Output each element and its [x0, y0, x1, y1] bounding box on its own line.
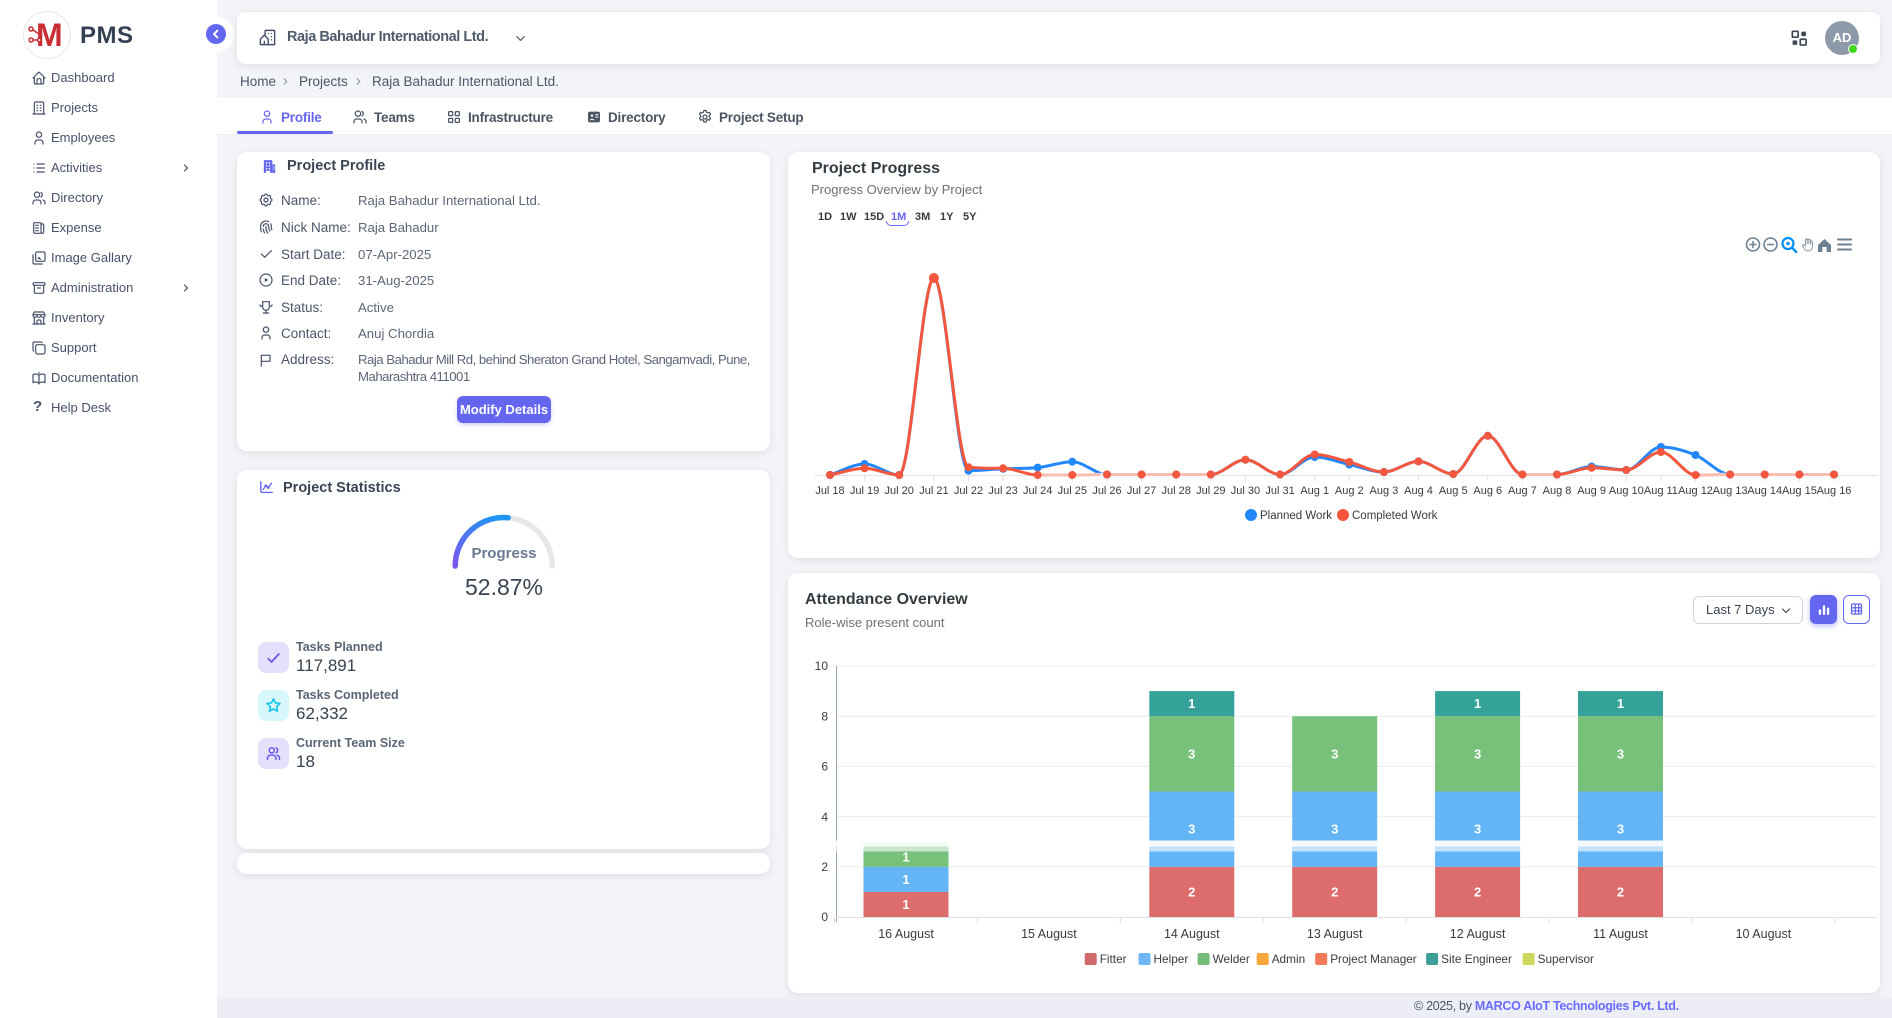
svg-text:Jul 29: Jul 29 — [1196, 485, 1225, 497]
svg-text:1: 1 — [1188, 696, 1195, 711]
svg-text:Jul 19: Jul 19 — [850, 485, 879, 497]
svg-text:Welder: Welder — [1213, 952, 1250, 966]
svg-text:3: 3 — [1474, 822, 1481, 837]
svg-text:Aug 3: Aug 3 — [1370, 485, 1399, 497]
svg-text:Aug 7: Aug 7 — [1508, 485, 1537, 497]
svg-text:Aug 2: Aug 2 — [1335, 485, 1364, 497]
svg-text:3: 3 — [1617, 746, 1624, 761]
svg-text:15 August: 15 August — [1021, 927, 1077, 941]
svg-text:Supervisor: Supervisor — [1538, 952, 1594, 966]
svg-text:Aug 6: Aug 6 — [1473, 485, 1502, 497]
svg-text:16 August: 16 August — [878, 927, 934, 941]
svg-text:3: 3 — [1188, 822, 1195, 837]
svg-text:Jul 24: Jul 24 — [1023, 485, 1052, 497]
svg-text:2: 2 — [1474, 884, 1481, 899]
svg-text:Jul 22: Jul 22 — [954, 485, 983, 497]
svg-text:3: 3 — [1617, 822, 1624, 837]
svg-text:Jul 23: Jul 23 — [988, 485, 1017, 497]
svg-text:3: 3 — [1331, 822, 1338, 837]
svg-text:Aug 12: Aug 12 — [1678, 485, 1713, 497]
svg-text:3: 3 — [1188, 746, 1195, 761]
svg-text:1: 1 — [1474, 696, 1481, 711]
svg-text:14 August: 14 August — [1164, 927, 1220, 941]
svg-text:2: 2 — [1331, 884, 1338, 899]
svg-text:Aug 1: Aug 1 — [1300, 485, 1329, 497]
svg-text:Jul 27: Jul 27 — [1127, 485, 1156, 497]
svg-text:4: 4 — [821, 810, 828, 824]
svg-text:Jul 25: Jul 25 — [1058, 485, 1087, 497]
svg-text:Jul 31: Jul 31 — [1265, 485, 1294, 497]
svg-text:Jul 30: Jul 30 — [1231, 485, 1260, 497]
svg-text:3: 3 — [1331, 746, 1338, 761]
svg-text:0: 0 — [821, 910, 828, 924]
svg-text:2: 2 — [1188, 884, 1195, 899]
svg-text:Jul 26: Jul 26 — [1092, 485, 1121, 497]
svg-text:Aug 9: Aug 9 — [1577, 485, 1606, 497]
svg-text:1: 1 — [902, 897, 909, 912]
svg-text:12 August: 12 August — [1450, 927, 1506, 941]
svg-text:1: 1 — [1617, 696, 1624, 711]
svg-text:Aug 16: Aug 16 — [1817, 485, 1852, 497]
svg-text:Aug 5: Aug 5 — [1439, 485, 1468, 497]
svg-text:Planned Work: Planned Work — [1260, 510, 1332, 522]
svg-text:1: 1 — [902, 850, 909, 865]
svg-text:8: 8 — [821, 709, 828, 723]
svg-text:Jul 28: Jul 28 — [1162, 485, 1191, 497]
svg-text:11 August: 11 August — [1593, 927, 1648, 941]
svg-text:Completed Work: Completed Work — [1352, 510, 1438, 522]
svg-text:Jul 21: Jul 21 — [919, 485, 948, 497]
svg-text:Jul 18: Jul 18 — [815, 485, 844, 497]
svg-text:2: 2 — [1617, 884, 1624, 899]
svg-text:3: 3 — [1474, 746, 1481, 761]
svg-text:Aug 4: Aug 4 — [1404, 485, 1433, 497]
svg-text:Aug 15: Aug 15 — [1782, 485, 1817, 497]
svg-text:13 August: 13 August — [1307, 927, 1363, 941]
svg-text:Aug 11: Aug 11 — [1644, 485, 1678, 497]
svg-text:2: 2 — [821, 860, 828, 874]
svg-text:10: 10 — [815, 659, 829, 673]
svg-text:Aug 8: Aug 8 — [1543, 485, 1572, 497]
svg-text:Admin: Admin — [1272, 952, 1305, 966]
svg-text:Site Engineer: Site Engineer — [1441, 952, 1512, 966]
svg-text:6: 6 — [821, 760, 828, 774]
svg-text:Project Manager: Project Manager — [1330, 952, 1417, 966]
svg-text:Jul 20: Jul 20 — [885, 485, 914, 497]
svg-text:Helper: Helper — [1154, 952, 1189, 966]
svg-text:10 August: 10 August — [1736, 927, 1792, 941]
svg-text:Fitter: Fitter — [1100, 952, 1127, 966]
svg-text:Aug 14: Aug 14 — [1747, 485, 1782, 497]
svg-text:Aug 10: Aug 10 — [1609, 485, 1644, 497]
svg-text:1: 1 — [902, 872, 909, 887]
svg-text:Aug 13: Aug 13 — [1713, 485, 1748, 497]
